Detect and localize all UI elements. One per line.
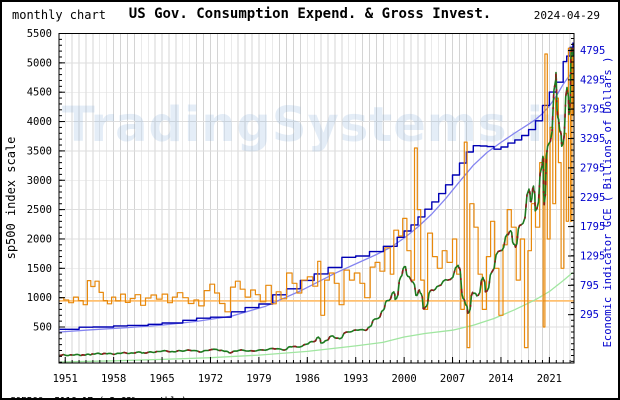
svg-text:1951: 1951 (53, 373, 78, 385)
svg-text:1993: 1993 (343, 373, 368, 385)
svg-text:2295: 2295 (580, 192, 605, 204)
svg-text:1500: 1500 (27, 263, 52, 275)
svg-text:295: 295 (580, 309, 599, 321)
svg-text:3500: 3500 (27, 145, 52, 157)
status-bar: S&P500: 5116.17 (-2.63% monthly) Indicat… (2, 385, 618, 398)
svg-text:1795: 1795 (580, 221, 605, 233)
svg-text:795: 795 (580, 280, 599, 292)
plot-frame (58, 33, 575, 364)
svg-text:3000: 3000 (27, 175, 52, 187)
svg-text:1958: 1958 (101, 373, 126, 385)
series-gce-exponential-trend (59, 271, 574, 363)
svg-text:5000: 5000 (27, 57, 52, 69)
svg-text:1295: 1295 (580, 250, 605, 262)
svg-text:1986: 1986 (295, 373, 320, 385)
chart-type-label: monthly chart (12, 8, 106, 22)
svg-text:2500: 2500 (27, 204, 52, 216)
series-sp500-price (59, 47, 574, 357)
grid-layer (59, 33, 574, 363)
sp500-value: 5116.17 (54, 396, 93, 398)
series-indicator-gce (59, 42, 574, 330)
svg-text:2021: 2021 (537, 373, 562, 385)
svg-text:500: 500 (33, 322, 52, 334)
svg-text:4295: 4295 (580, 74, 605, 86)
svg-text:2000: 2000 (391, 373, 416, 385)
left-axis-title: sp500 index scale (4, 137, 18, 260)
chart-date: 2024-04-29 (533, 9, 600, 22)
svg-text:1965: 1965 (149, 373, 174, 385)
svg-text:2795: 2795 (580, 162, 605, 174)
svg-text:2007: 2007 (440, 373, 465, 385)
svg-text:5500: 5500 (27, 28, 52, 40)
svg-text:1000: 1000 (27, 292, 52, 304)
right-axis-title: Economic indicator GCE ( Billions of Dol… (602, 57, 614, 348)
svg-text:2014: 2014 (488, 373, 513, 385)
watermark-text: TradingSystems.it (62, 97, 568, 153)
page-title: US Gov. Consumption Expend. & Gross Inve… (128, 6, 492, 22)
sp500-change: (-2.63% monthly) (98, 396, 187, 398)
svg-text:4795: 4795 (580, 45, 605, 57)
svg-text:4500: 4500 (27, 87, 52, 99)
svg-text:1972: 1972 (198, 373, 223, 385)
svg-text:4000: 4000 (27, 116, 52, 128)
series-derivative (59, 47, 574, 349)
svg-text:1979: 1979 (246, 373, 271, 385)
series-indicator-moving-average (59, 70, 574, 333)
svg-text:3295: 3295 (580, 133, 605, 145)
svg-text:3795: 3795 (580, 104, 605, 116)
axes-layer: 500 1000 1500 2000 2500 3000 3500 4000 4500 5000 5… (27, 28, 606, 385)
series-layer (59, 42, 574, 363)
svg-text:2000: 2000 (27, 233, 52, 245)
sp500-status: S&P500: 5116.17 (-2.63% monthly) (10, 396, 187, 398)
